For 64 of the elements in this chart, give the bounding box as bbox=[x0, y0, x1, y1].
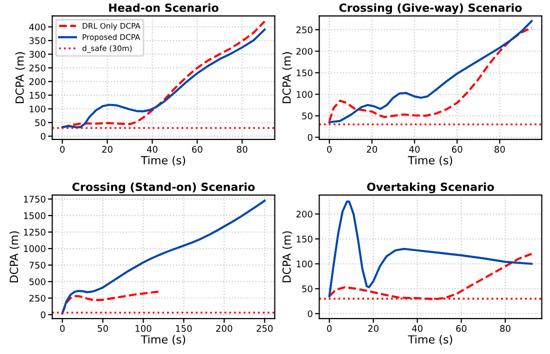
y-tick-label: 250 bbox=[29, 64, 46, 72]
x-axis-title: Time (s) bbox=[140, 334, 186, 345]
y-tick-label: 400 bbox=[29, 24, 46, 30]
y-tick-label: 50 bbox=[35, 119, 46, 126]
x-tick-label: 50 bbox=[98, 325, 108, 332]
y-tick-label: 300 bbox=[29, 50, 46, 58]
y-tick-label: 350 bbox=[29, 37, 46, 44]
y-tick-label: 200 bbox=[296, 210, 312, 218]
y-tick-label: 500 bbox=[29, 278, 46, 286]
x-tick-label: 0 bbox=[60, 325, 65, 332]
y-tick-label: 1250 bbox=[24, 228, 46, 236]
y-tick-label: 0 bbox=[40, 132, 46, 140]
y-tick-label: 1000 bbox=[24, 245, 46, 252]
y-tick-label: 150 bbox=[30, 92, 46, 99]
y-tick-label: 750 bbox=[30, 262, 46, 269]
y-tick-label: 0 bbox=[308, 134, 312, 141]
x-tick-label: 0 bbox=[60, 146, 65, 153]
y-tick-label: 150 bbox=[296, 69, 312, 76]
y-tick-label: 100 bbox=[30, 106, 46, 112]
y-tick-label: 250 bbox=[296, 26, 312, 34]
x-tick-label: 40 bbox=[146, 146, 158, 153]
x-tick-label: 200 bbox=[216, 325, 232, 332]
line-series bbox=[328, 200, 533, 298]
x-axis-title: Time (s) bbox=[408, 334, 452, 345]
x-tick-label: 80 bbox=[494, 146, 505, 153]
y-tick-label: 0 bbox=[308, 310, 312, 318]
x-tick-label: 40 bbox=[412, 325, 422, 332]
y-tick-label: 100 bbox=[296, 91, 312, 98]
line-series bbox=[61, 200, 266, 314]
y-axis-title: DCPA (m) bbox=[282, 231, 292, 282]
x-tick-label: 250 bbox=[256, 325, 273, 332]
y-tick-label: 50 bbox=[302, 112, 312, 120]
line-series bbox=[61, 290, 160, 314]
y-tick-label: 1750 bbox=[24, 196, 46, 203]
y-tick-label: 1500 bbox=[24, 212, 46, 220]
x-tick-label: 60 bbox=[452, 146, 462, 153]
x-tick-label: 100 bbox=[136, 325, 152, 332]
y-tick-label: 50 bbox=[302, 285, 312, 292]
x-tick-label: 20 bbox=[368, 325, 378, 332]
x-axis-title: Time (s) bbox=[140, 156, 186, 166]
x-tick-label: 80 bbox=[237, 146, 248, 153]
x-axis-title: Time (s) bbox=[408, 156, 452, 166]
y-tick-label: 200 bbox=[29, 78, 46, 86]
x-tick-label: 20 bbox=[102, 146, 112, 153]
x-tick-label: 60 bbox=[192, 146, 202, 153]
y-axis-title: DCPA (m) bbox=[15, 52, 26, 104]
y-tick-label: 200 bbox=[296, 48, 312, 55]
x-tick-label: 80 bbox=[500, 325, 510, 332]
chart-title: Crossing (Stand-on) Scenario bbox=[72, 182, 255, 194]
x-tick-label: 40 bbox=[409, 146, 420, 153]
y-tick-label: 150 bbox=[296, 236, 312, 242]
y-tick-label: 100 bbox=[296, 260, 312, 268]
chart-title: Crossing (Give-way) Scenario bbox=[339, 3, 522, 14]
chart-title: Head-on Scenario bbox=[109, 3, 218, 12]
y-axis-title: DCPA (m) bbox=[282, 52, 292, 104]
x-tick-label: 20 bbox=[366, 146, 378, 153]
x-tick-label: 150 bbox=[176, 325, 192, 332]
y-tick-label: 0 bbox=[40, 311, 46, 318]
y-axis-title: DCPA (m) bbox=[10, 231, 20, 282]
y-tick-label: 250 bbox=[29, 294, 46, 302]
chart-title: Overtaking Scenario bbox=[367, 182, 494, 194]
x-tick-label: 0 bbox=[327, 325, 332, 332]
x-tick-label: 60 bbox=[456, 325, 466, 332]
x-tick-label: 0 bbox=[327, 146, 332, 153]
